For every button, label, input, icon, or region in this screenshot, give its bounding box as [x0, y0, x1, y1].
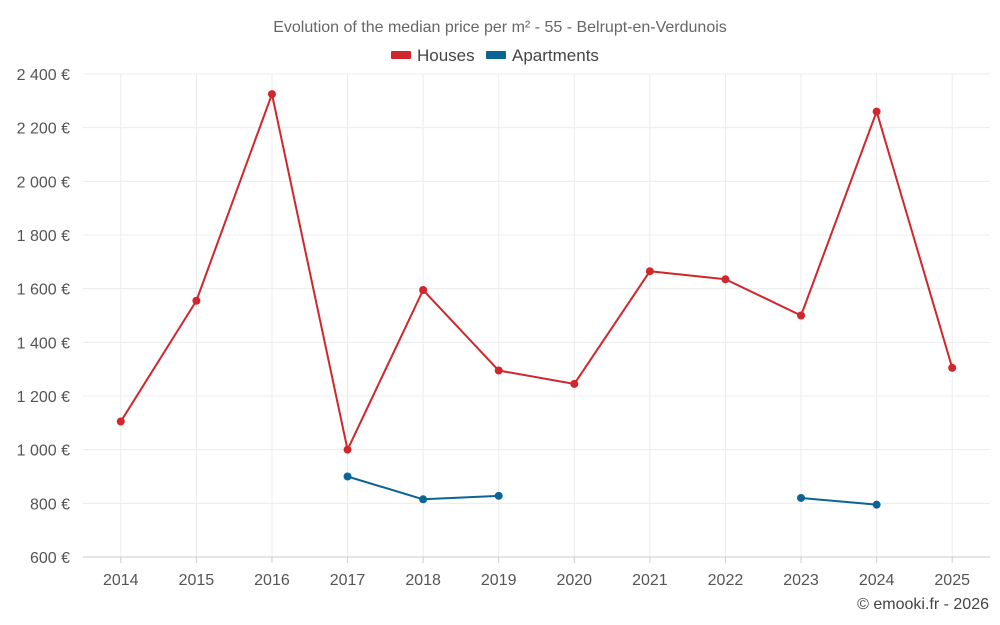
x-axis: 2014 2015 2016 2017 2018 2019 2020 2021 2022 2023…: [83, 556, 990, 589]
x-tick-label: 2017: [330, 572, 366, 589]
y-tick-label: 1 000 €: [17, 443, 70, 460]
credit-text: © emooki.fr - 2026: [857, 596, 989, 613]
grid: [83, 73, 990, 558]
y-axis: 600 € 800 € 1 000 € 1 200 € 1 400 € 1 600 € 1 …: [17, 67, 70, 567]
y-tick-label: 800 €: [30, 496, 70, 513]
data-point-houses[interactable]: [872, 107, 881, 116]
data-point-houses[interactable]: [494, 366, 503, 375]
series-line-apartments: [800, 496, 877, 506]
data-point-apartments[interactable]: [343, 472, 352, 481]
x-tick-label: 2019: [481, 572, 517, 589]
legend-item-houses[interactable]: Houses: [391, 46, 475, 65]
y-tick-label: 1 600 €: [17, 282, 70, 299]
y-tick-label: 2 200 €: [17, 121, 70, 138]
data-point-houses[interactable]: [721, 275, 730, 284]
y-tick-label: 2 400 €: [17, 67, 70, 84]
data-point-houses[interactable]: [419, 286, 428, 295]
data-point-apartments[interactable]: [419, 495, 428, 504]
y-tick-label: 600 €: [30, 550, 70, 567]
legend-label-apartments: Apartments: [512, 46, 599, 65]
data-point-houses[interactable]: [797, 311, 806, 320]
x-tick-label: 2020: [556, 572, 592, 589]
data-point-houses[interactable]: [192, 296, 201, 305]
x-tick-label: 2015: [179, 572, 215, 589]
data-point-apartments[interactable]: [872, 500, 881, 509]
x-tick-label: 2024: [859, 572, 895, 589]
x-tick-label: 2022: [708, 572, 744, 589]
legend-label-houses: Houses: [417, 46, 475, 65]
x-tick-label: 2018: [405, 572, 441, 589]
x-tick-label: 2014: [103, 572, 139, 589]
y-tick-label: 1 800 €: [17, 228, 70, 245]
y-tick-label: 1 200 €: [17, 389, 70, 406]
y-tick-label: 1 400 €: [17, 335, 70, 352]
data-point-houses[interactable]: [645, 267, 654, 276]
x-tick-label: 2023: [783, 572, 819, 589]
x-tick-label: 2016: [254, 572, 290, 589]
legend-swatch-apartments: [486, 51, 506, 59]
data-point-apartments[interactable]: [494, 491, 503, 500]
chart-title: Evolution of the median price per m² - 5…: [273, 19, 727, 36]
y-tick-label: 2 000 €: [17, 174, 70, 191]
data-point-houses[interactable]: [570, 379, 579, 388]
data-point-houses[interactable]: [116, 417, 125, 426]
data-point-houses[interactable]: [343, 445, 352, 454]
data-point-houses[interactable]: [267, 90, 276, 99]
series-line-houses: [119, 93, 954, 451]
data-point-houses[interactable]: [948, 363, 957, 372]
x-tick-label: 2021: [632, 572, 668, 589]
series: [116, 90, 957, 509]
series-houses: [116, 90, 957, 454]
data-point-apartments[interactable]: [797, 493, 806, 502]
legend-item-apartments[interactable]: Apartments: [486, 46, 599, 65]
legend: Houses Apartments: [391, 46, 599, 65]
x-tick-label: 2025: [934, 572, 970, 589]
legend-swatch-houses: [391, 51, 411, 59]
series-apartments: [343, 472, 881, 509]
